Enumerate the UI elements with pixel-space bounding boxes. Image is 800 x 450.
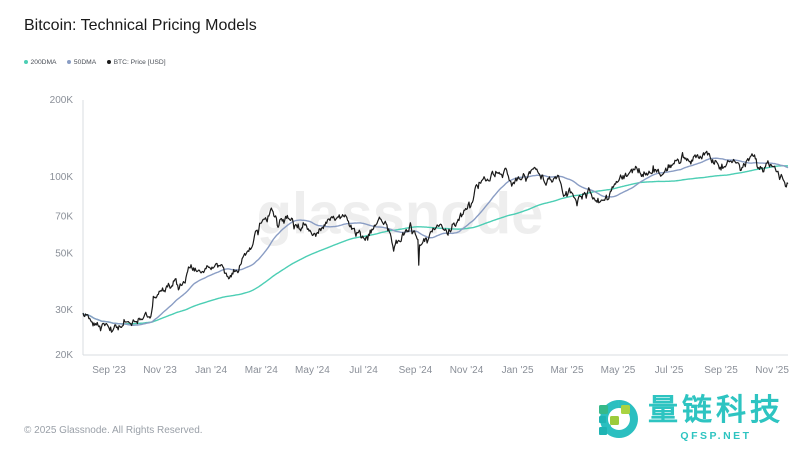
svg-text:200K: 200K: [50, 95, 74, 106]
svg-text:50K: 50K: [55, 249, 73, 260]
svg-text:30K: 30K: [55, 305, 73, 316]
svg-text:Mar '25: Mar '25: [550, 365, 583, 376]
svg-text:May '25: May '25: [601, 365, 636, 376]
svg-text:100K: 100K: [50, 172, 74, 183]
svg-text:May '24: May '24: [295, 365, 330, 376]
svg-text:20K: 20K: [55, 350, 73, 361]
svg-text:Nov '24: Nov '24: [450, 365, 484, 376]
svg-text:Jul '24: Jul '24: [349, 365, 378, 376]
svg-text:Sep '25: Sep '25: [704, 365, 738, 376]
svg-text:Sep '23: Sep '23: [92, 365, 126, 376]
svg-text:Sep '24: Sep '24: [399, 365, 433, 376]
svg-text:Jan '24: Jan '24: [195, 365, 227, 376]
svg-text:Nov '23: Nov '23: [143, 365, 177, 376]
svg-text:Jul '25: Jul '25: [655, 365, 684, 376]
svg-text:Jan '25: Jan '25: [502, 365, 534, 376]
svg-text:Mar '24: Mar '24: [245, 365, 278, 376]
svg-text:70K: 70K: [55, 211, 73, 222]
svg-text:Nov '25: Nov '25: [755, 365, 789, 376]
